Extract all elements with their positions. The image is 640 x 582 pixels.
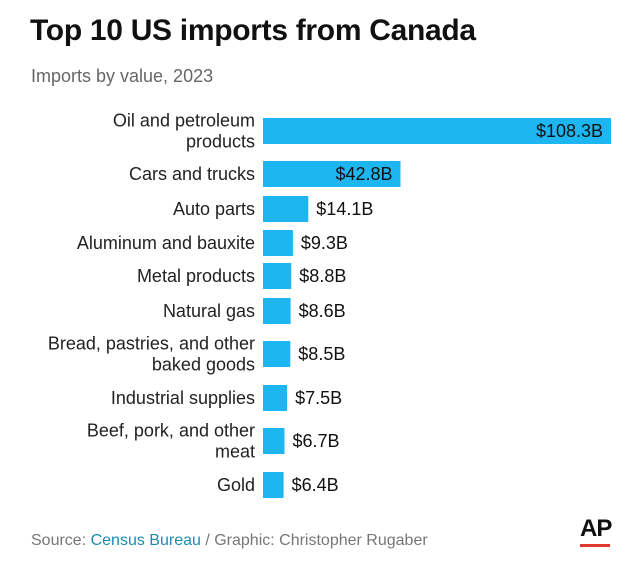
category-label: Auto parts	[173, 199, 255, 219]
source-prefix: Source:	[31, 532, 91, 549]
category-label: Bread, pastries, and other baked goods	[48, 334, 255, 375]
value-label: $7.5B	[295, 388, 342, 408]
value-label: $8.6B	[299, 301, 346, 321]
value-label: $8.8B	[299, 266, 346, 286]
chart-subtitle: Imports by value, 2023	[31, 66, 214, 86]
bar	[263, 341, 291, 367]
value-label: $9.3B	[301, 233, 348, 253]
value-label: $6.7B	[293, 431, 340, 451]
source-credit: Source: Census Bureau / Graphic: Christo…	[31, 532, 428, 550]
bar	[263, 385, 288, 411]
bar	[263, 472, 284, 498]
ap-logo: AP	[580, 516, 614, 550]
source-link[interactable]: Census Bureau	[90, 532, 201, 549]
ap-logo-text: AP	[580, 515, 612, 542]
category-label: Natural gas	[163, 301, 255, 321]
bar	[263, 118, 611, 144]
category-label: Gold	[217, 475, 255, 495]
value-label: $108.3B	[536, 121, 603, 141]
category-label: Beef, pork, and other meat	[87, 421, 255, 462]
value-label: $6.4B	[292, 475, 339, 495]
bar	[263, 263, 292, 289]
bar	[263, 196, 309, 222]
value-label: $42.8B	[335, 164, 392, 184]
category-label: Aluminum and bauxite	[77, 233, 255, 253]
bar	[263, 161, 401, 187]
value-label: $8.5B	[298, 344, 345, 364]
chart-title: Top 10 US imports from Canada	[30, 14, 476, 47]
credit-separator: /	[200, 532, 215, 549]
ap-logo-bar	[580, 544, 610, 547]
bar	[263, 428, 285, 454]
category-label: Industrial supplies	[111, 388, 255, 408]
category-label: Cars and trucks	[129, 164, 255, 184]
bar-chart: Oil and petroleum products $108.3B Cars and…	[48, 111, 611, 498]
category-label: Metal products	[137, 266, 255, 286]
bar	[263, 298, 291, 324]
value-label: $14.1B	[316, 199, 373, 219]
bar	[263, 230, 293, 256]
category-label: Oil and petroleum products	[113, 111, 255, 152]
graphic-credit: Graphic: Christopher Rugaber	[214, 532, 428, 549]
